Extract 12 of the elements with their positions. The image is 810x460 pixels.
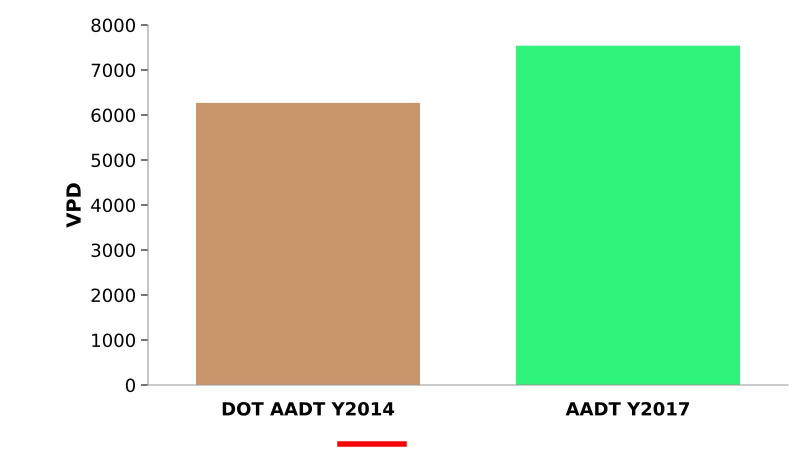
y-tick-label: 2000 [92, 288, 135, 302]
x-tick-label: AADT Y2017 [566, 402, 689, 416]
y-tick-label: 5000 [92, 153, 135, 168]
y-tick-label: 0 [126, 378, 135, 392]
y-tick-label: 1000 [92, 333, 135, 348]
y-tick-label: 8000 [91, 18, 135, 32]
y-axis-title: VPD [66, 183, 81, 228]
y-tick-label: 4000 [91, 198, 135, 212]
y-tick-label: 3000 [92, 243, 135, 258]
y-tick-label: 7000 [92, 63, 135, 78]
y-tick-label: 6000 [92, 108, 135, 122]
x-tick-label: DOT AADT Y2014 [222, 402, 394, 416]
